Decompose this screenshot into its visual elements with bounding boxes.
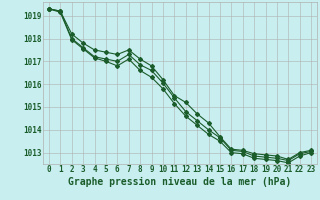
X-axis label: Graphe pression niveau de la mer (hPa): Graphe pression niveau de la mer (hPa) — [68, 177, 292, 187]
